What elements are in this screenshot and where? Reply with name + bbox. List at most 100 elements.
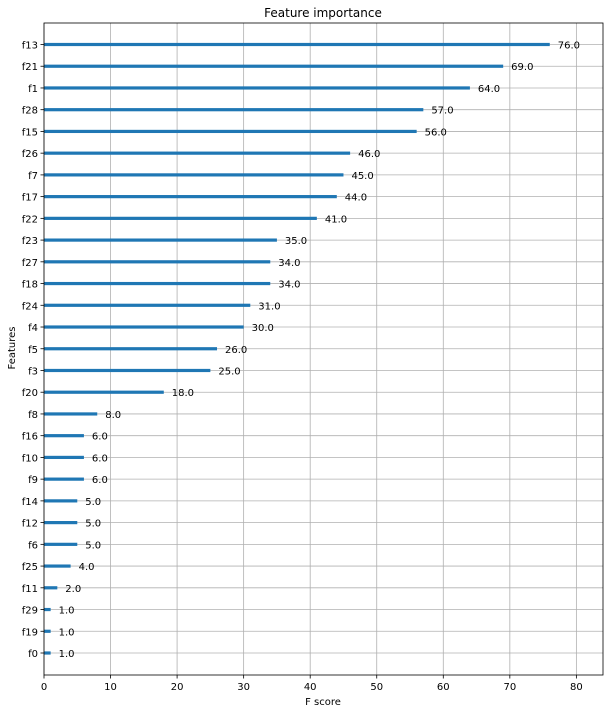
data-label: 8.0 [105, 410, 121, 421]
data-label: 41.0 [325, 214, 347, 225]
y-tick-label: f24 [22, 301, 38, 312]
y-tick-label: f15 [22, 127, 38, 138]
bar [44, 390, 164, 394]
data-label: 25.0 [218, 366, 240, 377]
data-label: 1.0 [59, 606, 75, 617]
bar [44, 238, 277, 242]
bar [44, 607, 51, 612]
bar [44, 651, 51, 655]
bar [44, 195, 337, 199]
y-tick-label: f17 [22, 193, 38, 204]
data-label: 6.0 [92, 475, 108, 486]
data-label: 1.0 [59, 649, 75, 660]
data-label: 31.0 [258, 301, 280, 312]
data-label: 6.0 [92, 453, 108, 464]
y-tick-label: f14 [22, 497, 38, 508]
y-tick-label: f9 [28, 475, 38, 486]
data-label: 2.0 [65, 584, 81, 595]
x-axis-label: F score [305, 697, 341, 708]
bar [44, 260, 271, 264]
bar [44, 586, 58, 590]
y-tick-label: f26 [22, 149, 38, 160]
data-label: 4.0 [79, 562, 95, 573]
y-tick-label: f27 [22, 258, 38, 269]
bar [44, 499, 78, 503]
bar [44, 216, 317, 220]
data-label: 57.0 [431, 106, 453, 117]
x-tick-label: 60 [437, 682, 450, 693]
bar [44, 477, 84, 481]
data-label: 34.0 [278, 280, 300, 291]
data-label: 30.0 [252, 323, 274, 334]
y-tick-label: f28 [22, 106, 38, 117]
bar [44, 455, 84, 460]
y-tick-label: f22 [22, 214, 38, 225]
y-tick-label: f16 [22, 432, 38, 443]
y-tick-label: f7 [28, 171, 38, 182]
bar [44, 151, 351, 155]
y-tick-label: f0 [28, 649, 38, 660]
data-label: 44.0 [345, 193, 367, 204]
bar [44, 434, 84, 438]
data-label: 34.0 [278, 258, 300, 269]
data-label: 5.0 [85, 519, 101, 530]
data-label: 69.0 [511, 62, 533, 73]
y-tick-label: f8 [28, 410, 38, 421]
bar [44, 42, 550, 47]
data-label: 56.0 [425, 127, 447, 138]
y-tick-label: f11 [22, 584, 38, 595]
y-tick-label: f4 [28, 323, 38, 334]
x-tick-label: 0 [41, 682, 47, 693]
bar [44, 173, 344, 177]
data-label: 5.0 [85, 540, 101, 551]
data-labels: 76.0 69.0 64.0 57.0 56.0 46.0 45.0 44.0 41.0 35.0… [59, 41, 580, 661]
bar [44, 412, 98, 416]
data-label: 6.0 [92, 432, 108, 443]
y-tick-label: f3 [28, 366, 38, 377]
data-label: 5.0 [85, 497, 101, 508]
y-axis-ticks: f13 f21 f1 f28 f15 f26 f7 f17 f22 f23 f27 f18 f24 f4 f… [22, 41, 44, 660]
y-tick-label: f25 [22, 562, 38, 573]
x-tick-label: 30 [237, 682, 250, 693]
x-axis-ticks: 0 10 20 30 40 50 60 70 80 [41, 675, 583, 693]
y-tick-label: f21 [22, 62, 38, 73]
y-tick-label: f10 [22, 453, 38, 464]
bar [44, 564, 71, 568]
bar [44, 303, 251, 307]
bar [44, 108, 424, 112]
x-tick-label: 80 [570, 682, 583, 693]
bar [44, 129, 417, 134]
bar [44, 86, 470, 90]
y-tick-label: f12 [22, 519, 38, 530]
y-tick-label: f1 [28, 84, 38, 95]
y-tick-label: f6 [28, 540, 38, 551]
bar [44, 629, 51, 633]
x-tick-label: 50 [370, 682, 383, 693]
y-tick-label: f18 [22, 280, 38, 291]
chart-title: Feature importance [264, 6, 382, 20]
x-tick-label: 70 [503, 682, 516, 693]
data-label: 76.0 [558, 41, 580, 52]
data-label: 46.0 [358, 149, 380, 160]
data-label: 26.0 [225, 345, 247, 356]
data-label: 1.0 [59, 627, 75, 638]
bar [44, 64, 504, 68]
bar [44, 325, 244, 329]
bar [44, 521, 78, 525]
y-tick-label: f19 [22, 627, 38, 638]
y-tick-label: f23 [22, 236, 38, 247]
x-tick-label: 20 [171, 682, 184, 693]
bar [44, 347, 218, 351]
data-label: 18.0 [172, 388, 194, 399]
bar [44, 368, 211, 373]
y-tick-label: f20 [22, 388, 38, 399]
x-tick-label: 10 [104, 682, 117, 693]
x-tick-label: 40 [304, 682, 317, 693]
data-label: 64.0 [478, 84, 500, 95]
bar [44, 542, 78, 546]
data-label: 45.0 [351, 171, 373, 182]
y-axis-label: Features [7, 327, 18, 370]
data-label: 35.0 [285, 236, 307, 247]
y-tick-label: f29 [22, 606, 38, 617]
